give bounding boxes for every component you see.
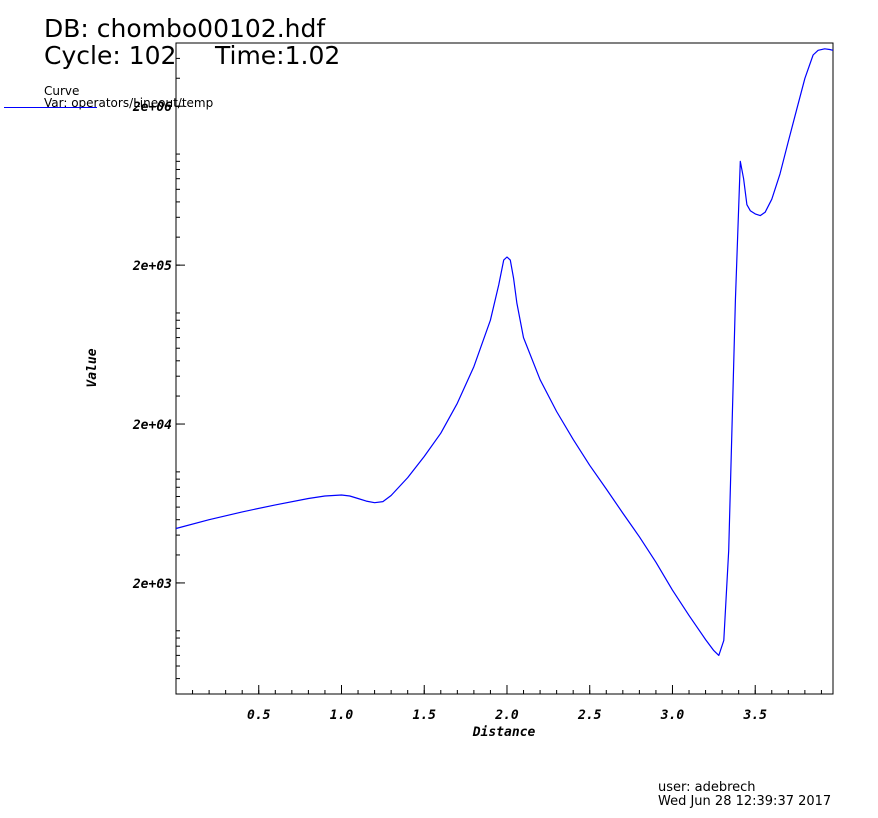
database-title: DB: chombo00102.hdf <box>44 14 326 43</box>
x-axis-title: Distance <box>472 725 536 740</box>
x-tick-label: 1.0 <box>330 708 354 723</box>
y-axis-title: Value <box>85 348 100 387</box>
y-tick-label: 2e+06 <box>132 100 172 115</box>
plot-frame <box>175 42 834 695</box>
x-tick-label: 0.5 <box>247 708 271 723</box>
footer-date: Wed Jun 28 12:39:37 2017 <box>658 794 832 809</box>
legend-title: Curve <box>44 84 80 98</box>
y-major-ticks <box>176 105 185 584</box>
footer-user: user: adebrech <box>658 780 756 795</box>
x-tick-label: 2.0 <box>494 708 519 723</box>
y-tick-label: 2e+03 <box>132 577 172 592</box>
series-line <box>175 48 834 657</box>
legend-line-swatch <box>4 107 97 108</box>
y-minor-ticks <box>176 42 180 695</box>
x-major-ticks <box>258 685 756 694</box>
x-tick-label: 1.5 <box>412 708 436 723</box>
x-tick-labels: 0.5 1.0 1.5 2.0 2.5 3.0 3.5 <box>247 708 767 723</box>
x-tick-label: 3.5 <box>742 708 767 723</box>
y-tick-labels: 2e+03 2e+04 2e+05 2e+06 <box>132 100 172 592</box>
series-layer <box>175 48 834 657</box>
x-tick-label: 2.5 <box>577 708 602 723</box>
y-tick-label: 2e+04 <box>132 418 172 433</box>
time-label: Time:1.02 <box>215 41 341 70</box>
y-tick-label: 2e+05 <box>132 259 172 274</box>
x-tick-label: 3.0 <box>660 708 685 723</box>
cycle-label: Cycle: 102 <box>44 41 177 70</box>
